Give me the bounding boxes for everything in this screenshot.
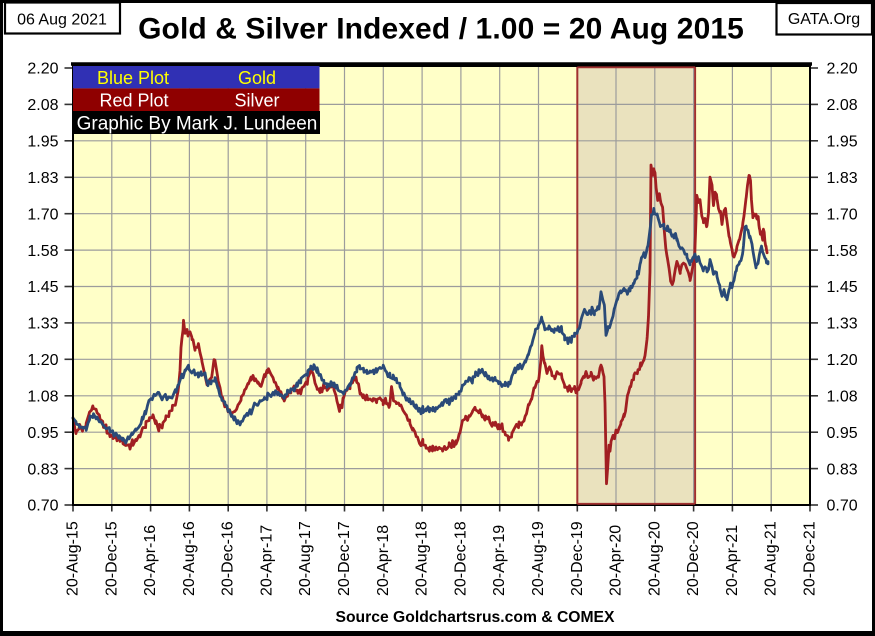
- svg-text:20-Dec-18: 20-Dec-18: [452, 521, 469, 596]
- svg-text:Silver: Silver: [234, 90, 279, 110]
- svg-text:20-Dec-17: 20-Dec-17: [336, 521, 353, 596]
- svg-text:20-Aug-17: 20-Aug-17: [297, 521, 314, 596]
- svg-text:06 Aug 2021: 06 Aug 2021: [17, 12, 107, 29]
- svg-text:2.20: 2.20: [27, 61, 58, 78]
- svg-text:20-Aug-18: 20-Aug-18: [414, 521, 431, 596]
- svg-text:20-Dec-20: 20-Dec-20: [685, 521, 702, 596]
- svg-text:Red Plot: Red Plot: [99, 90, 168, 110]
- svg-text:0.70: 0.70: [27, 498, 58, 515]
- svg-text:0.83: 0.83: [827, 461, 858, 478]
- svg-text:20-Aug-16: 20-Aug-16: [181, 521, 198, 596]
- svg-text:2.20: 2.20: [827, 61, 858, 78]
- svg-text:1.33: 1.33: [827, 316, 858, 333]
- svg-text:Gold & Silver Indexed / 1.00 =: Gold & Silver Indexed / 1.00 = 20 Aug 20…: [138, 13, 744, 46]
- svg-text:20-Apr-16: 20-Apr-16: [142, 525, 159, 596]
- svg-text:20-Apr-18: 20-Apr-18: [375, 525, 392, 596]
- svg-text:20-Apr-21: 20-Apr-21: [724, 525, 741, 596]
- svg-text:0.83: 0.83: [27, 461, 58, 478]
- svg-text:1.58: 1.58: [27, 243, 58, 260]
- svg-text:20-Apr-19: 20-Apr-19: [491, 525, 508, 596]
- svg-text:1.33: 1.33: [27, 316, 58, 333]
- svg-text:Blue Plot: Blue Plot: [97, 68, 169, 88]
- svg-text:1.20: 1.20: [827, 352, 858, 369]
- svg-text:1.08: 1.08: [27, 389, 58, 406]
- svg-text:1.70: 1.70: [827, 206, 858, 223]
- svg-text:0.95: 0.95: [827, 425, 858, 442]
- svg-text:20-Apr-17: 20-Apr-17: [258, 525, 275, 596]
- svg-text:Graphic By Mark J. Lundeen: Graphic By Mark J. Lundeen: [77, 114, 318, 135]
- svg-text:1.45: 1.45: [827, 279, 858, 296]
- svg-text:20-Dec-19: 20-Dec-19: [569, 521, 586, 596]
- svg-text:2.08: 2.08: [827, 97, 858, 114]
- svg-text:20-Aug-15: 20-Aug-15: [65, 521, 82, 596]
- svg-text:1.45: 1.45: [27, 279, 58, 296]
- svg-text:1.20: 1.20: [27, 352, 58, 369]
- svg-text:20-Aug-19: 20-Aug-19: [530, 521, 547, 596]
- svg-text:20-Dec-16: 20-Dec-16: [220, 521, 237, 596]
- svg-text:1.08: 1.08: [827, 389, 858, 406]
- svg-text:1.83: 1.83: [827, 170, 858, 187]
- svg-text:1.95: 1.95: [27, 134, 58, 151]
- svg-text:2.08: 2.08: [27, 97, 58, 114]
- svg-text:1.58: 1.58: [827, 243, 858, 260]
- svg-text:20-Aug-21: 20-Aug-21: [763, 521, 780, 596]
- svg-text:20-Dec-21: 20-Dec-21: [802, 521, 819, 596]
- svg-text:20-Apr-20: 20-Apr-20: [608, 525, 625, 596]
- svg-text:0.95: 0.95: [27, 425, 58, 442]
- svg-text:20-Aug-20: 20-Aug-20: [646, 521, 663, 596]
- svg-text:1.83: 1.83: [27, 170, 58, 187]
- svg-text:GATA.Org: GATA.Org: [788, 11, 860, 28]
- svg-text:Source Goldchartsrus.com & COM: Source Goldchartsrus.com & COMEX: [336, 609, 615, 626]
- svg-text:20-Dec-15: 20-Dec-15: [103, 521, 120, 596]
- svg-text:Gold: Gold: [238, 68, 276, 88]
- svg-text:1.95: 1.95: [827, 134, 858, 151]
- svg-text:1.70: 1.70: [27, 206, 58, 223]
- svg-text:0.70: 0.70: [827, 498, 858, 515]
